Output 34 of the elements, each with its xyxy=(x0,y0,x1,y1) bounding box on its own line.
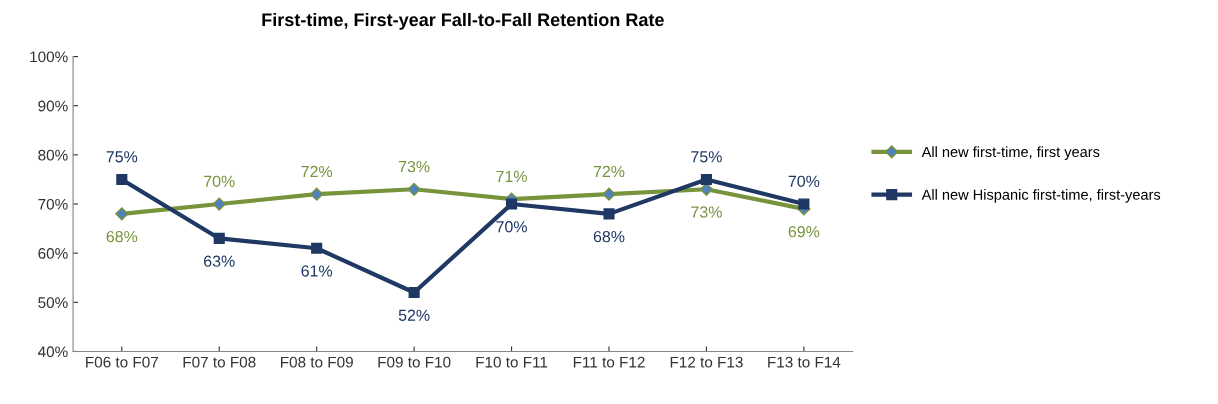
y-tick-label: 100% xyxy=(30,51,68,63)
data-label: 73% xyxy=(691,206,722,218)
y-tick-label: 90% xyxy=(38,100,68,112)
data-label: 70% xyxy=(496,221,527,233)
legend-label: All new Hispanic first-time, first-years xyxy=(921,189,1161,203)
y-tick-label: 40% xyxy=(37,346,68,358)
x-tick-label: F13 to F14 xyxy=(768,356,841,368)
data-label: 61% xyxy=(301,265,333,277)
y-tick-label: 60% xyxy=(38,248,68,259)
data-label: 75% xyxy=(691,151,722,163)
data-label: 72% xyxy=(301,165,333,178)
x-tick-label: F07 to F08 xyxy=(183,356,256,368)
legend-label: All new first-time, first years xyxy=(921,146,1100,160)
data-label: 52% xyxy=(398,309,430,321)
data-label: 73% xyxy=(398,160,430,173)
data-label: 70% xyxy=(788,175,820,187)
y-tick-label: 50% xyxy=(38,297,68,309)
x-tick-label: F12 to F13 xyxy=(670,356,743,368)
data-label: 69% xyxy=(788,226,820,238)
data-label: 75% xyxy=(106,151,138,163)
x-tick-label: F11 to F12 xyxy=(573,356,645,368)
data-label: 68% xyxy=(593,230,625,243)
chart-title: First-time, First-year Fall-to-Fall Retention Rate xyxy=(262,12,664,30)
x-tick-label: F09 to F10 xyxy=(378,356,451,368)
x-tick-label: F06 to F07 xyxy=(86,356,158,368)
y-tick-label: 80% xyxy=(38,149,68,161)
data-label: 71% xyxy=(496,170,527,182)
data-label: 70% xyxy=(204,175,235,187)
y-tick-label: 70% xyxy=(38,198,68,210)
data-label: 68% xyxy=(106,230,138,243)
x-tick-label: F10 to F11 xyxy=(476,356,548,368)
x-tick-label: F08 to F09 xyxy=(281,356,353,368)
data-label: 63% xyxy=(204,255,235,267)
data-label: 72% xyxy=(593,165,625,178)
